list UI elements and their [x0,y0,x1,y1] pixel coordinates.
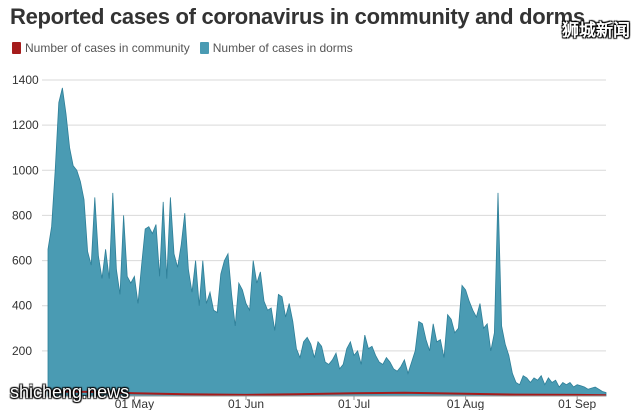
watermark-chinese: 狮城新闻 [562,21,630,40]
y-tick-label-1000: 1000 [12,163,39,177]
chart-legend: Number of cases in community Number of c… [12,41,353,55]
x-tick-label-01-Jun: 01 Jun [228,397,264,410]
watermark-site: shicheng.news [10,382,130,402]
y-tick-label-1400: 1400 [12,73,39,87]
y-tick-label-200: 200 [12,344,32,358]
series-line-community [47,390,607,397]
legend-swatch-community [12,42,21,54]
legend-item-dorms: Number of cases in dorms [199,41,353,55]
chart-title: Reported cases of coronavirus in communi… [10,4,585,29]
x-tick-label-01-Aug: 01 Aug [447,397,484,410]
y-tick-label-600: 600 [12,254,32,268]
x-tick-label-01-Sep: 01 Sep [558,397,596,410]
x-tick-label-01-Jul: 01 Jul [338,397,370,410]
y-tick-label-1200: 1200 [12,118,39,132]
legend-label-dorms: Number of cases in dorms [212,41,353,55]
y-tick-label-400: 400 [12,299,32,313]
legend-swatch-dorms [199,42,209,54]
x-tick-label-01-May: 01 May [115,397,154,410]
series-area-dorms [47,87,607,397]
legend-label-community: Number of cases in community [25,41,190,55]
legend-item-community: Number of cases in community [12,41,190,55]
y-tick-label-800: 800 [12,208,32,222]
